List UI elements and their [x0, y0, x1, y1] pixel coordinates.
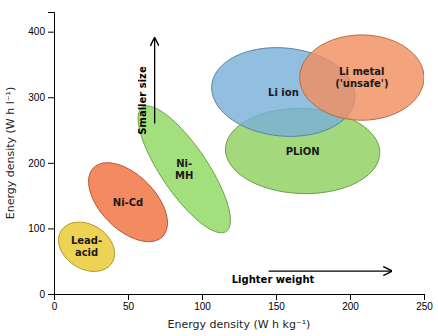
y-axis-line — [48, 13, 55, 295]
y-tick: 0 — [39, 289, 54, 300]
x-tick-mark — [350, 294, 351, 300]
y-tick: 100 — [28, 223, 54, 234]
ellipse-label: Li ion — [268, 87, 299, 98]
x-tick-label: 0 — [52, 301, 58, 312]
y-tick-label: 0 — [39, 289, 45, 300]
x-tick: 250 — [416, 294, 433, 312]
annotation-arrow — [269, 270, 392, 271]
y-tick-mark — [48, 32, 54, 33]
y-tick: 200 — [28, 158, 54, 169]
x-tick-mark — [276, 294, 277, 300]
y-tick-label: 100 — [28, 223, 45, 234]
x-tick-mark — [128, 294, 129, 300]
y-tick-label: 400 — [28, 26, 45, 37]
x-tick-mark — [202, 294, 203, 300]
ellipse-label: Lead-acid — [71, 235, 102, 258]
y-tick-label: 300 — [28, 92, 45, 103]
ellipse — [89, 163, 168, 242]
x-tick-label: 150 — [268, 301, 285, 312]
x-tick-mark — [424, 294, 425, 300]
annotation-text: Lighter weight — [232, 274, 315, 285]
y-tick-mark — [48, 294, 54, 295]
annotations: Lighter weight Smaller size — [137, 38, 392, 285]
ellipse — [138, 106, 230, 233]
y-axis: 0 100 200 300 400 — [28, 13, 54, 300]
ellipse — [300, 35, 424, 120]
x-tick-label: 250 — [416, 301, 433, 312]
x-tick: 0 — [52, 294, 58, 312]
ellipse — [59, 222, 115, 271]
y-tick: 300 — [28, 92, 54, 103]
y-tick: 400 — [28, 26, 54, 37]
x-tick: 150 — [268, 294, 285, 312]
x-axis: 0 50 100 150 200 250 — [52, 294, 434, 312]
plot: 0 50 100 150 200 250 0 100 200 300 400 Lighter weig… — [28, 13, 433, 313]
x-axis-title: Energy density (W h kg⁻¹) — [168, 318, 311, 331]
x-tick: 100 — [194, 294, 211, 312]
x-tick-label: 50 — [123, 301, 135, 312]
y-tick-mark — [48, 163, 54, 164]
x-tick-label: 100 — [194, 301, 211, 312]
annotation-text: Smaller size — [137, 66, 148, 135]
y-tick-label: 200 — [28, 158, 45, 169]
ellipse-label: Ni-MH — [175, 158, 193, 181]
x-tick-label: 200 — [342, 301, 359, 312]
y-axis-title: Energy density (W h l⁻¹) — [4, 87, 17, 220]
marks — [59, 35, 424, 271]
y-tick-mark — [48, 97, 54, 98]
x-tick: 200 — [342, 294, 359, 312]
annotation-arrow — [154, 38, 155, 123]
ellipse-label: PLiON — [286, 146, 320, 157]
y-tick-mark — [48, 228, 54, 229]
x-axis-line — [55, 295, 425, 301]
ellipse-label: Li metal('unsafe') — [335, 66, 388, 89]
labels: Lead-acid Ni-Cd Ni-MH PLiON Li ion Li metal('… — [71, 66, 389, 258]
ellipse-label: Ni-Cd — [113, 197, 143, 208]
x-tick: 50 — [123, 294, 135, 312]
chart: 0 50 100 150 200 250 0 100 200 300 400 Lighter weig… — [0, 0, 438, 336]
